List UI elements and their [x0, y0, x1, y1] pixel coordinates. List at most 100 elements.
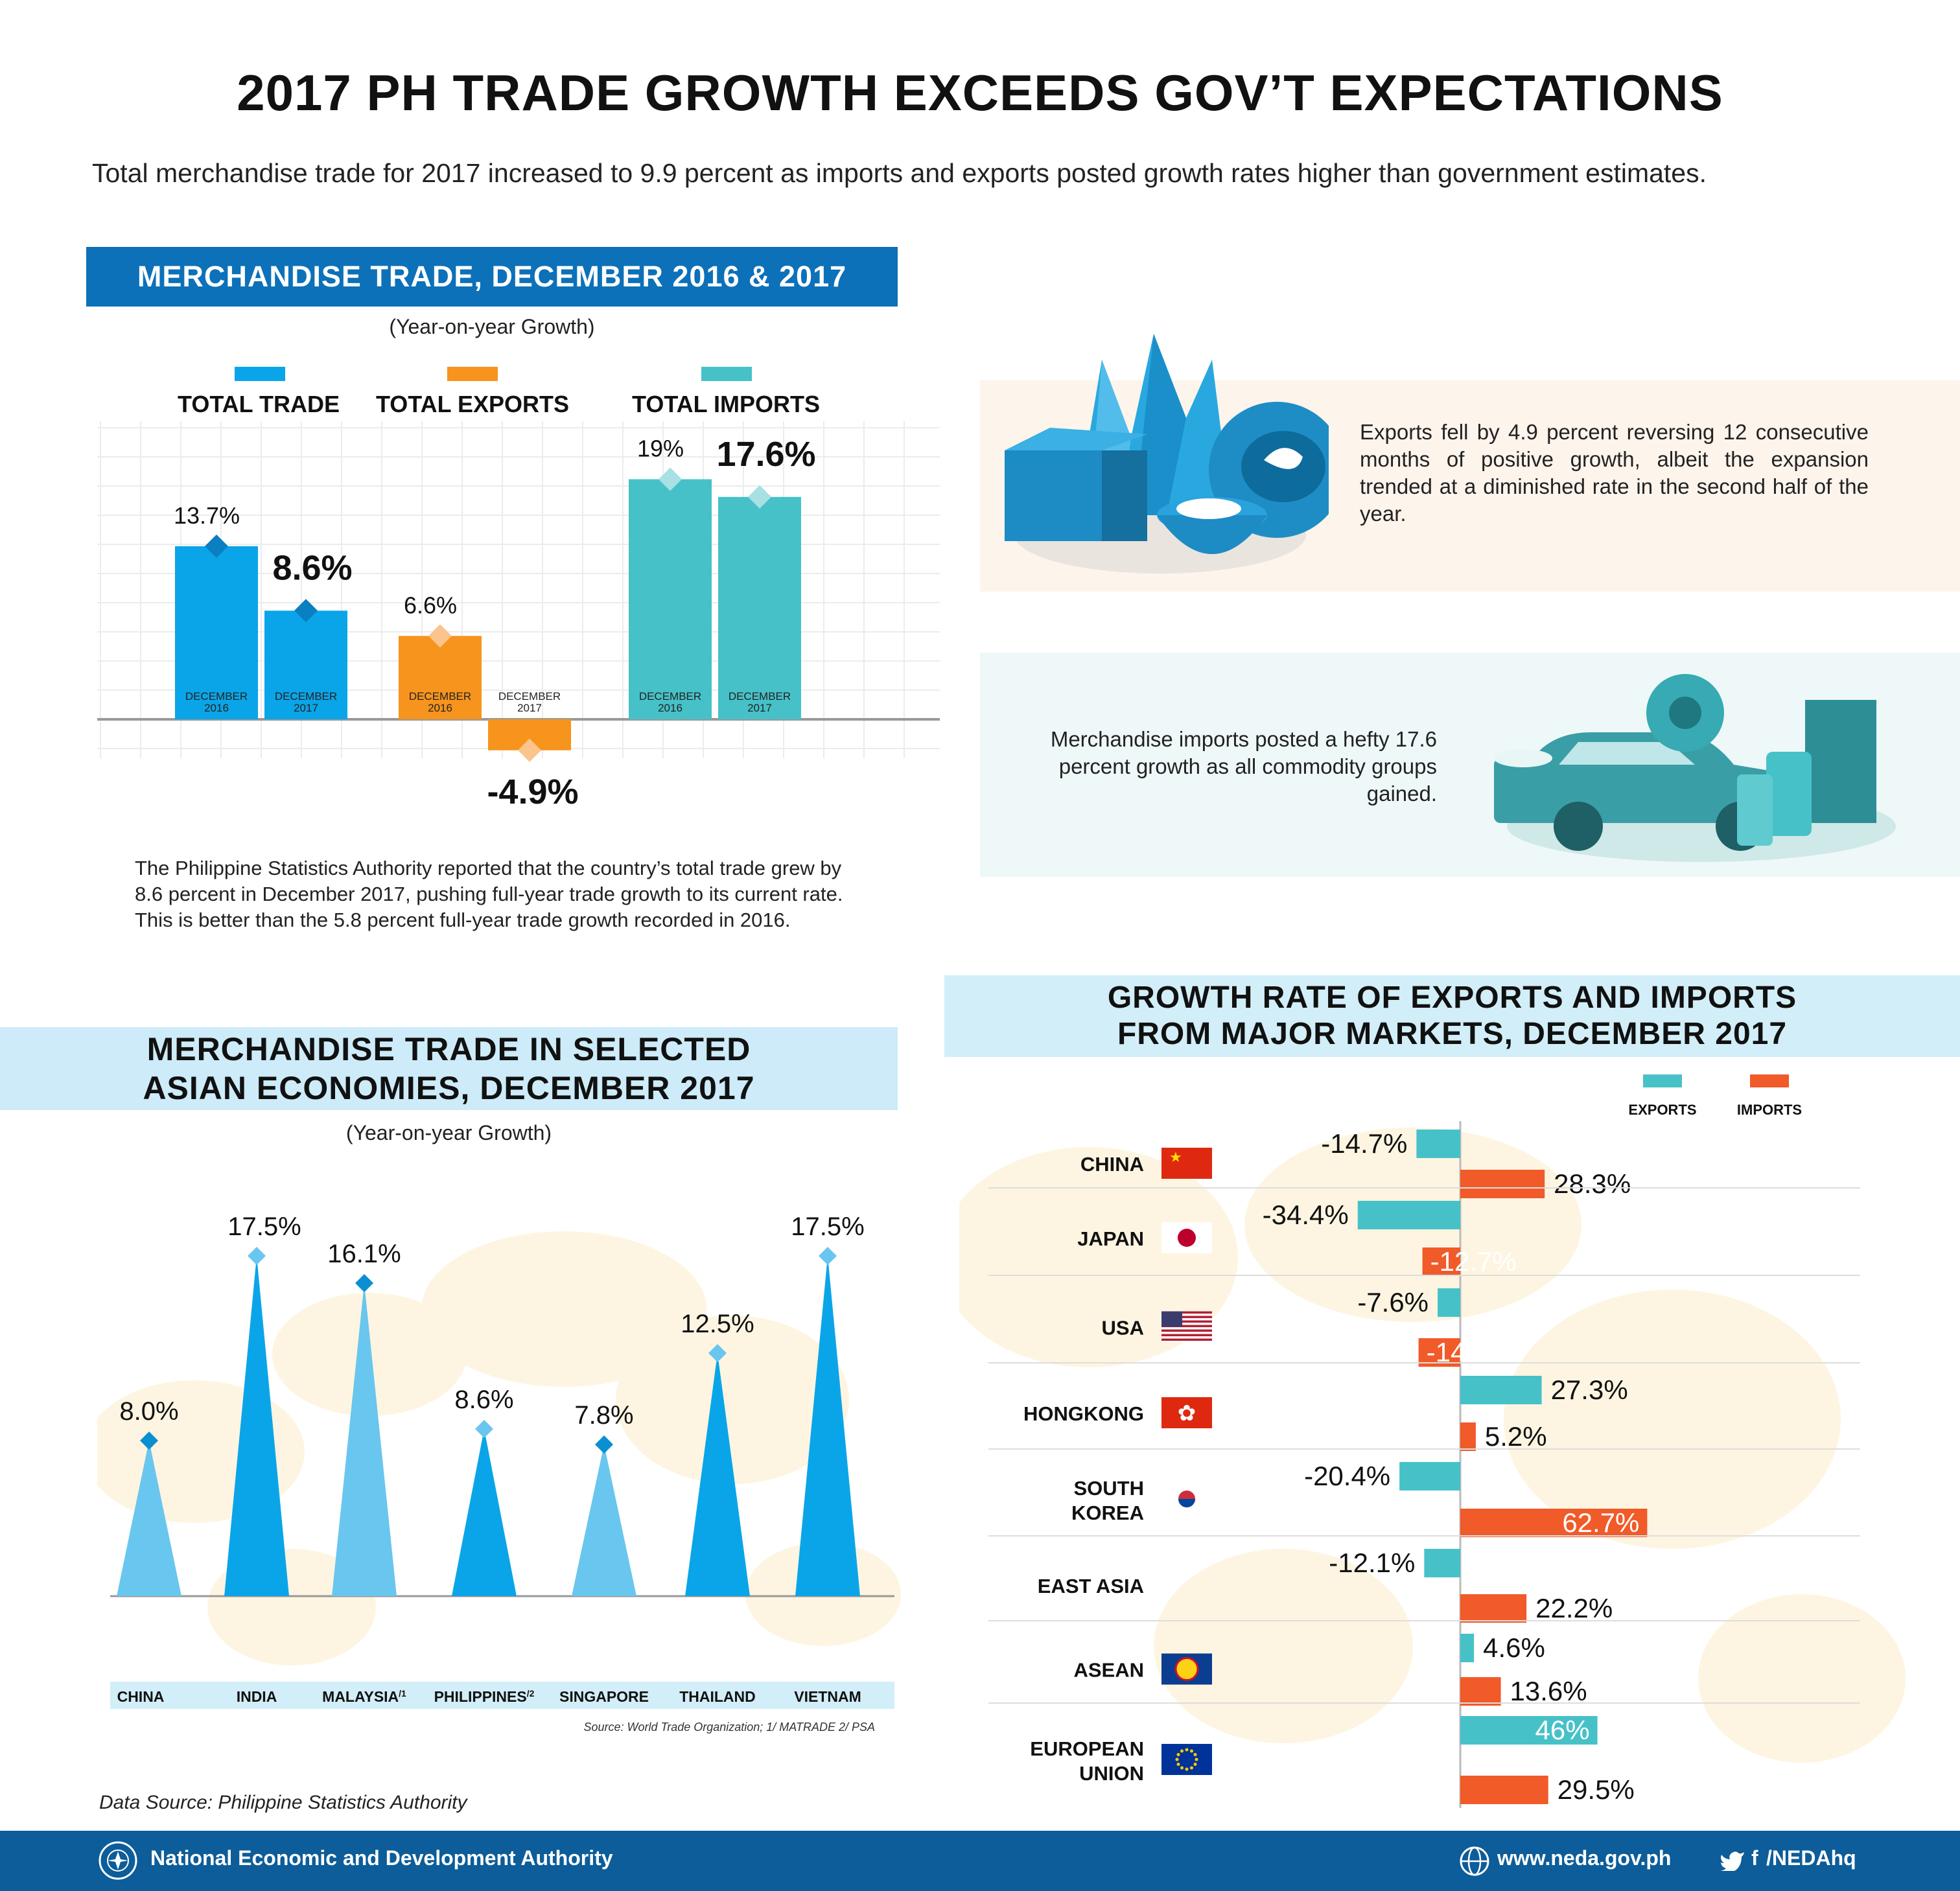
category-label-text: VIETNAM: [794, 1688, 861, 1705]
bar-category-label: DECEMBER: [185, 690, 248, 702]
spike-marker-diamond: [475, 1420, 493, 1438]
section2-subtitle: (Year-on-year Growth): [345, 1121, 552, 1144]
market-label: HONGKONG: [1023, 1402, 1144, 1425]
spike-marker-diamond: [140, 1432, 158, 1450]
footer-social-handle[interactable]: /NEDAhq: [1766, 1846, 1856, 1870]
bar-value-label: -4.9%: [487, 772, 578, 811]
facebook-icon[interactable]: f: [1751, 1846, 1758, 1870]
hbar-exports: [1424, 1549, 1460, 1577]
intro-text: Total merchandise trade for 2017 increas…: [92, 158, 1707, 188]
flag-eu-star: [1175, 1758, 1179, 1761]
bar-marker-diamond: [659, 467, 682, 491]
flag-eu-star: [1185, 1748, 1189, 1752]
hbar-value-label: -12.1%: [1329, 1548, 1415, 1578]
market-label: SOUTH: [1074, 1477, 1145, 1500]
flag-eu-star: [1193, 1763, 1197, 1766]
spike-marker-diamond: [595, 1435, 613, 1454]
section1-subtitle: (Year-on-year Growth): [389, 315, 595, 338]
spike-bar-malaysia: [332, 1283, 397, 1596]
section2-banner: MERCHANDISE TRADE IN SELECTED ASIAN ECON…: [0, 1027, 898, 1110]
imports-illustration: [1494, 674, 1896, 862]
category-label-malaysia: MALAYSIA/1: [322, 1688, 406, 1705]
hbar-imports: [1460, 1422, 1476, 1451]
bar-marker-diamond: [428, 624, 452, 648]
market-label: UNION: [1079, 1762, 1144, 1785]
category-label-thailand: THAILAND: [679, 1688, 756, 1705]
hbar-value-label: 13.6%: [1510, 1676, 1587, 1706]
spike-value-label: 17.5%: [791, 1212, 864, 1241]
bar-value-label: 17.6%: [716, 435, 815, 474]
bar-category-label: 2016: [204, 702, 229, 714]
trade-growth-chart: 13.7%DECEMBER20168.6%DECEMBER20176.6%DEC…: [97, 421, 940, 811]
bar-value-label: 19%: [637, 435, 684, 462]
hbar-imports: [1460, 1509, 1648, 1537]
category-band: [110, 1682, 894, 1709]
exports-info-text: Exports fell by 4.9 percent reversing 12…: [1360, 420, 1869, 526]
flag-eu-star: [1193, 1753, 1197, 1756]
market-label: EUROPEAN: [1030, 1737, 1144, 1760]
spike-bar-singapore: [572, 1444, 636, 1596]
category-label-india: INDIA: [237, 1688, 277, 1705]
market-label: USA: [1102, 1317, 1144, 1340]
footer-website-link[interactable]: www.neda.gov.ph: [1497, 1846, 1672, 1870]
section3-banner: GROWTH RATE OF EXPORTS AND IMPORTS FROM …: [944, 975, 1960, 1057]
map-shape: [616, 1316, 849, 1484]
category-footnote: /1: [399, 1688, 406, 1699]
legend-swatch-imports: [1750, 1074, 1789, 1087]
flag-eu-star: [1180, 1766, 1184, 1770]
hbar-value-label: 28.3%: [1554, 1168, 1631, 1199]
spike-marker-diamond: [708, 1344, 727, 1362]
market-label: KOREA: [1071, 1502, 1144, 1524]
globe-icon: [1460, 1846, 1489, 1876]
bar-value-label: 6.6%: [404, 592, 457, 618]
category-label-text: INDIA: [237, 1688, 277, 1705]
bar-marker-diamond: [518, 738, 541, 762]
flag-canton: [1161, 1311, 1182, 1327]
market-label: JAPAN: [1077, 1227, 1144, 1250]
legend-swatch-total-trade: [235, 367, 285, 381]
hbar-value-label: 4.6%: [1483, 1632, 1545, 1663]
major-markets-chart: EXPORTS IMPORTS CHINA ★ -14.7% 28.3% JAPAN -34.…: [959, 1074, 1906, 1808]
hbar-value-label: -14.7%: [1321, 1128, 1407, 1159]
flag-asean-emblem: [1174, 1657, 1199, 1681]
legend-total-imports: TOTAL IMPORTS: [631, 391, 820, 417]
map-shape: [1504, 1290, 1841, 1549]
data-source: Data Source: Philippine Statistics Autho…: [99, 1792, 467, 1813]
flag-stripe: [1161, 1338, 1212, 1341]
twitter-icon[interactable]: [1721, 1849, 1745, 1871]
spike-value-label: 7.8%: [574, 1401, 633, 1430]
category-label-text: SINGAPORE: [559, 1688, 649, 1705]
neda-seal-icon: [99, 1841, 137, 1880]
flag-star-icon: ★: [1169, 1149, 1182, 1165]
hbar-imports: [1460, 1677, 1501, 1706]
legend-exports: EXPORTS: [1628, 1102, 1696, 1118]
flag-sun-icon: [1178, 1229, 1196, 1247]
category-label-singapore: SINGAPORE: [559, 1688, 649, 1705]
page-title: 2017 PH TRADE GROWTH EXCEEDS GOV’T EXPEC…: [237, 64, 1723, 121]
section2-banner-line1: MERCHANDISE TRADE IN SELECTED: [146, 1031, 751, 1067]
footer: National Economic and Development Author…: [0, 1831, 1960, 1891]
bar-category-label: 2017: [294, 702, 318, 714]
bar-marker-diamond: [294, 599, 318, 623]
footer-org-name: National Economic and Development Author…: [150, 1846, 613, 1870]
section1-banner: MERCHANDISE TRADE, DECEMBER 2016 & 2017: [86, 247, 898, 307]
hbar-value-label: 27.3%: [1551, 1375, 1628, 1405]
hbar-value-label: 29.5%: [1558, 1774, 1635, 1805]
spike-marker-diamond: [355, 1274, 373, 1292]
spike-value-label: 8.6%: [454, 1386, 513, 1414]
flag-stripe: [1161, 1311, 1212, 1314]
market-label: EAST ASIA: [1038, 1575, 1144, 1597]
spike-marker-diamond: [248, 1247, 266, 1265]
legend-swatch-total-exports: [447, 367, 498, 381]
hbar-exports: [1460, 1634, 1475, 1662]
bar-category-label: 2016: [428, 702, 452, 714]
section3-banner-line1: GROWTH RATE OF EXPORTS AND IMPORTS: [1107, 980, 1797, 1015]
bar-category-label: 2017: [747, 702, 772, 714]
hbar-value-label: -7.6%: [1357, 1287, 1429, 1317]
bar-value-label: 13.7%: [174, 502, 240, 529]
spike-value-label: 16.1%: [327, 1240, 401, 1268]
hbar-value-label: -12.7%: [1430, 1246, 1517, 1277]
bar-category-label: DECEMBER: [729, 690, 791, 702]
spike-bar-china: [117, 1441, 181, 1596]
bar-category-label: DECEMBER: [409, 690, 471, 702]
